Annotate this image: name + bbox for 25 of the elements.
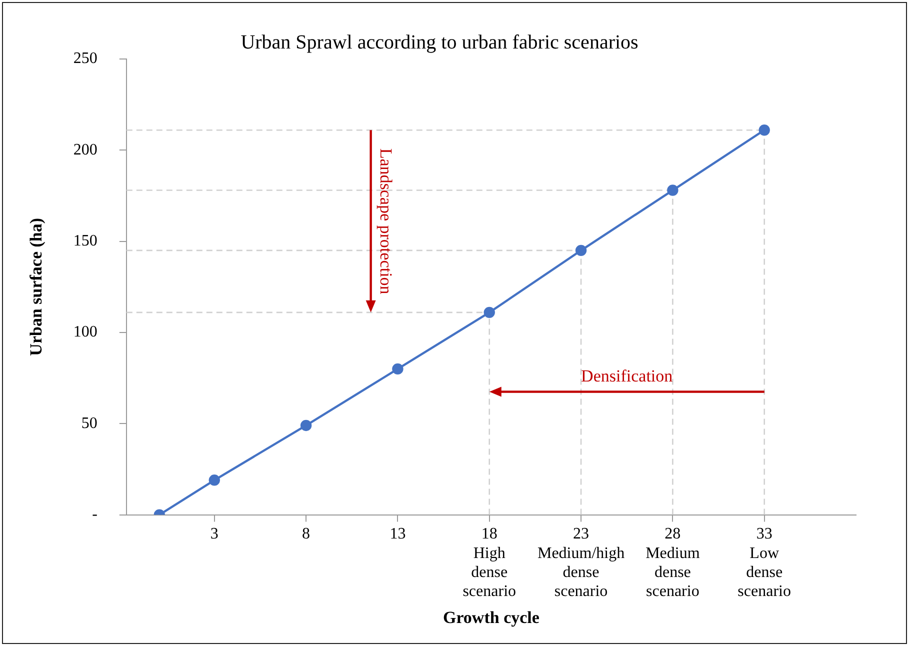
- x-tick-label: 18 High dense scenario: [462, 526, 516, 600]
- y-tick-label: 150: [73, 232, 98, 250]
- point: [484, 306, 495, 318]
- y-tick-label: -: [92, 506, 98, 524]
- chart-title: Urban Sprawl according to urban fabric scenarios: [240, 31, 639, 54]
- point: [300, 420, 312, 432]
- point: [208, 474, 220, 486]
- x-axis-title: Growth cycle: [442, 608, 540, 628]
- x-tick-label: 8: [302, 526, 310, 543]
- point: [758, 124, 770, 136]
- annotation: Landscape protection: [376, 148, 396, 295]
- x-tick-label: 33 Low dense scenario: [738, 526, 791, 600]
- x-tick-label: 28 Medium dense scenario: [646, 526, 700, 600]
- y-tick-label: 250: [73, 50, 98, 68]
- x-tick-label: 13: [390, 526, 406, 543]
- x-tick-label: 23 Medium/high dense scenario: [537, 526, 625, 600]
- point: [392, 363, 404, 375]
- x-tick-label: 3: [210, 526, 218, 543]
- point: [667, 184, 678, 196]
- y-tick-label: 50: [81, 414, 98, 432]
- y-tick-label: 200: [73, 141, 98, 158]
- annotation: Densification: [581, 366, 674, 386]
- y-axis-title: Urban surface (ha): [26, 218, 46, 356]
- y-tick-label: 100: [73, 324, 98, 341]
- point: [575, 244, 587, 256]
